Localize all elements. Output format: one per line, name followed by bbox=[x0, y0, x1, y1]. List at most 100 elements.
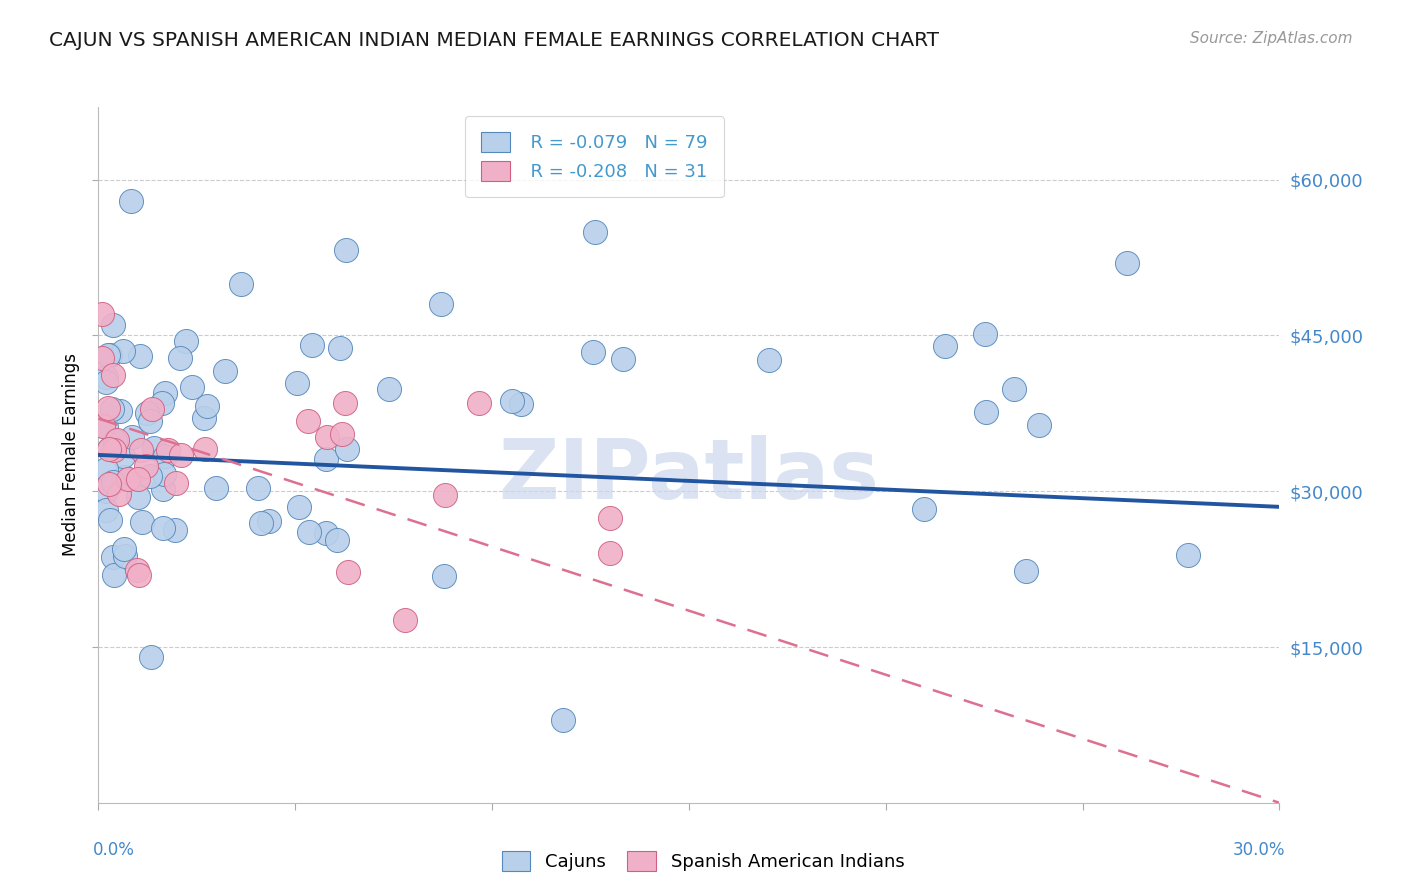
Point bbox=[108, 487, 131, 501]
Point bbox=[204, 481, 226, 495]
Point bbox=[121, 430, 143, 444]
Point bbox=[100, 402, 122, 417]
Point bbox=[430, 297, 453, 311]
Point bbox=[152, 521, 174, 535]
Point bbox=[153, 449, 176, 463]
Point bbox=[108, 404, 131, 418]
Point bbox=[169, 351, 191, 366]
Point bbox=[135, 406, 157, 420]
Point bbox=[335, 396, 357, 410]
Point bbox=[97, 442, 120, 457]
Point bbox=[1177, 549, 1199, 563]
Point bbox=[96, 461, 118, 475]
Point bbox=[96, 376, 118, 390]
Point bbox=[157, 443, 180, 458]
Point bbox=[501, 393, 523, 408]
Point bbox=[150, 396, 173, 410]
Text: 0.0%: 0.0% bbox=[93, 841, 135, 859]
Point bbox=[934, 339, 956, 353]
Point bbox=[128, 349, 150, 363]
Point bbox=[335, 244, 357, 258]
Point bbox=[193, 410, 215, 425]
Point bbox=[194, 442, 217, 457]
Point bbox=[165, 476, 187, 491]
Point bbox=[114, 549, 136, 564]
Point bbox=[96, 370, 118, 384]
Point bbox=[138, 469, 160, 483]
Point bbox=[105, 433, 128, 447]
Point bbox=[103, 567, 125, 582]
Point bbox=[974, 404, 997, 418]
Point bbox=[170, 449, 193, 463]
Point bbox=[98, 477, 121, 491]
Point bbox=[599, 511, 621, 525]
Point bbox=[111, 343, 134, 358]
Point bbox=[97, 401, 120, 415]
Text: Source: ZipAtlas.com: Source: ZipAtlas.com bbox=[1189, 31, 1353, 46]
Point bbox=[553, 713, 575, 727]
Point bbox=[297, 414, 319, 428]
Y-axis label: Median Female Earnings: Median Female Earnings bbox=[62, 353, 80, 557]
Point bbox=[131, 516, 153, 530]
Point bbox=[101, 475, 124, 490]
Point bbox=[98, 442, 121, 456]
Point bbox=[973, 326, 995, 341]
Point bbox=[111, 449, 134, 463]
Point bbox=[467, 395, 489, 409]
Point bbox=[128, 568, 150, 582]
Point bbox=[582, 344, 605, 359]
Legend: Cajuns, Spanish American Indians: Cajuns, Spanish American Indians bbox=[495, 844, 911, 879]
Point bbox=[214, 364, 236, 378]
Point bbox=[155, 385, 177, 400]
Point bbox=[330, 426, 353, 441]
Point bbox=[127, 563, 149, 577]
Point bbox=[143, 441, 166, 455]
Point bbox=[135, 459, 157, 474]
Legend:   R = -0.079   N = 79,   R = -0.208   N = 31: R = -0.079 N = 79, R = -0.208 N = 31 bbox=[465, 116, 724, 197]
Point bbox=[583, 225, 606, 239]
Point bbox=[91, 419, 114, 434]
Point bbox=[315, 526, 337, 541]
Point bbox=[101, 549, 124, 564]
Point bbox=[96, 484, 118, 499]
Point bbox=[96, 503, 118, 517]
Point bbox=[197, 400, 219, 414]
Point bbox=[229, 277, 252, 291]
Point bbox=[337, 565, 360, 579]
Point bbox=[250, 516, 273, 530]
Point bbox=[912, 501, 935, 516]
Point bbox=[104, 434, 127, 448]
Text: 30.0%: 30.0% bbox=[1233, 841, 1285, 859]
Point bbox=[101, 368, 124, 382]
Point bbox=[117, 472, 139, 486]
Point bbox=[326, 533, 349, 547]
Point bbox=[139, 650, 162, 665]
Point bbox=[141, 402, 163, 417]
Point bbox=[165, 523, 187, 537]
Point bbox=[378, 382, 401, 396]
Point bbox=[434, 488, 457, 502]
Point bbox=[301, 337, 323, 351]
Point bbox=[285, 376, 308, 390]
Point bbox=[1115, 256, 1137, 270]
Point bbox=[257, 514, 280, 528]
Point bbox=[100, 512, 122, 526]
Point bbox=[174, 334, 197, 348]
Point bbox=[316, 430, 339, 444]
Point bbox=[120, 194, 142, 208]
Point bbox=[112, 542, 135, 557]
Point bbox=[433, 569, 456, 583]
Point bbox=[315, 452, 337, 467]
Point bbox=[97, 348, 120, 362]
Point bbox=[247, 481, 270, 495]
Point bbox=[139, 414, 162, 428]
Point bbox=[1015, 564, 1038, 578]
Point bbox=[394, 613, 416, 627]
Point bbox=[287, 500, 309, 515]
Point bbox=[96, 420, 118, 434]
Point bbox=[101, 318, 124, 332]
Point bbox=[328, 341, 350, 355]
Point bbox=[91, 351, 114, 365]
Point bbox=[129, 442, 152, 457]
Point bbox=[599, 546, 621, 560]
